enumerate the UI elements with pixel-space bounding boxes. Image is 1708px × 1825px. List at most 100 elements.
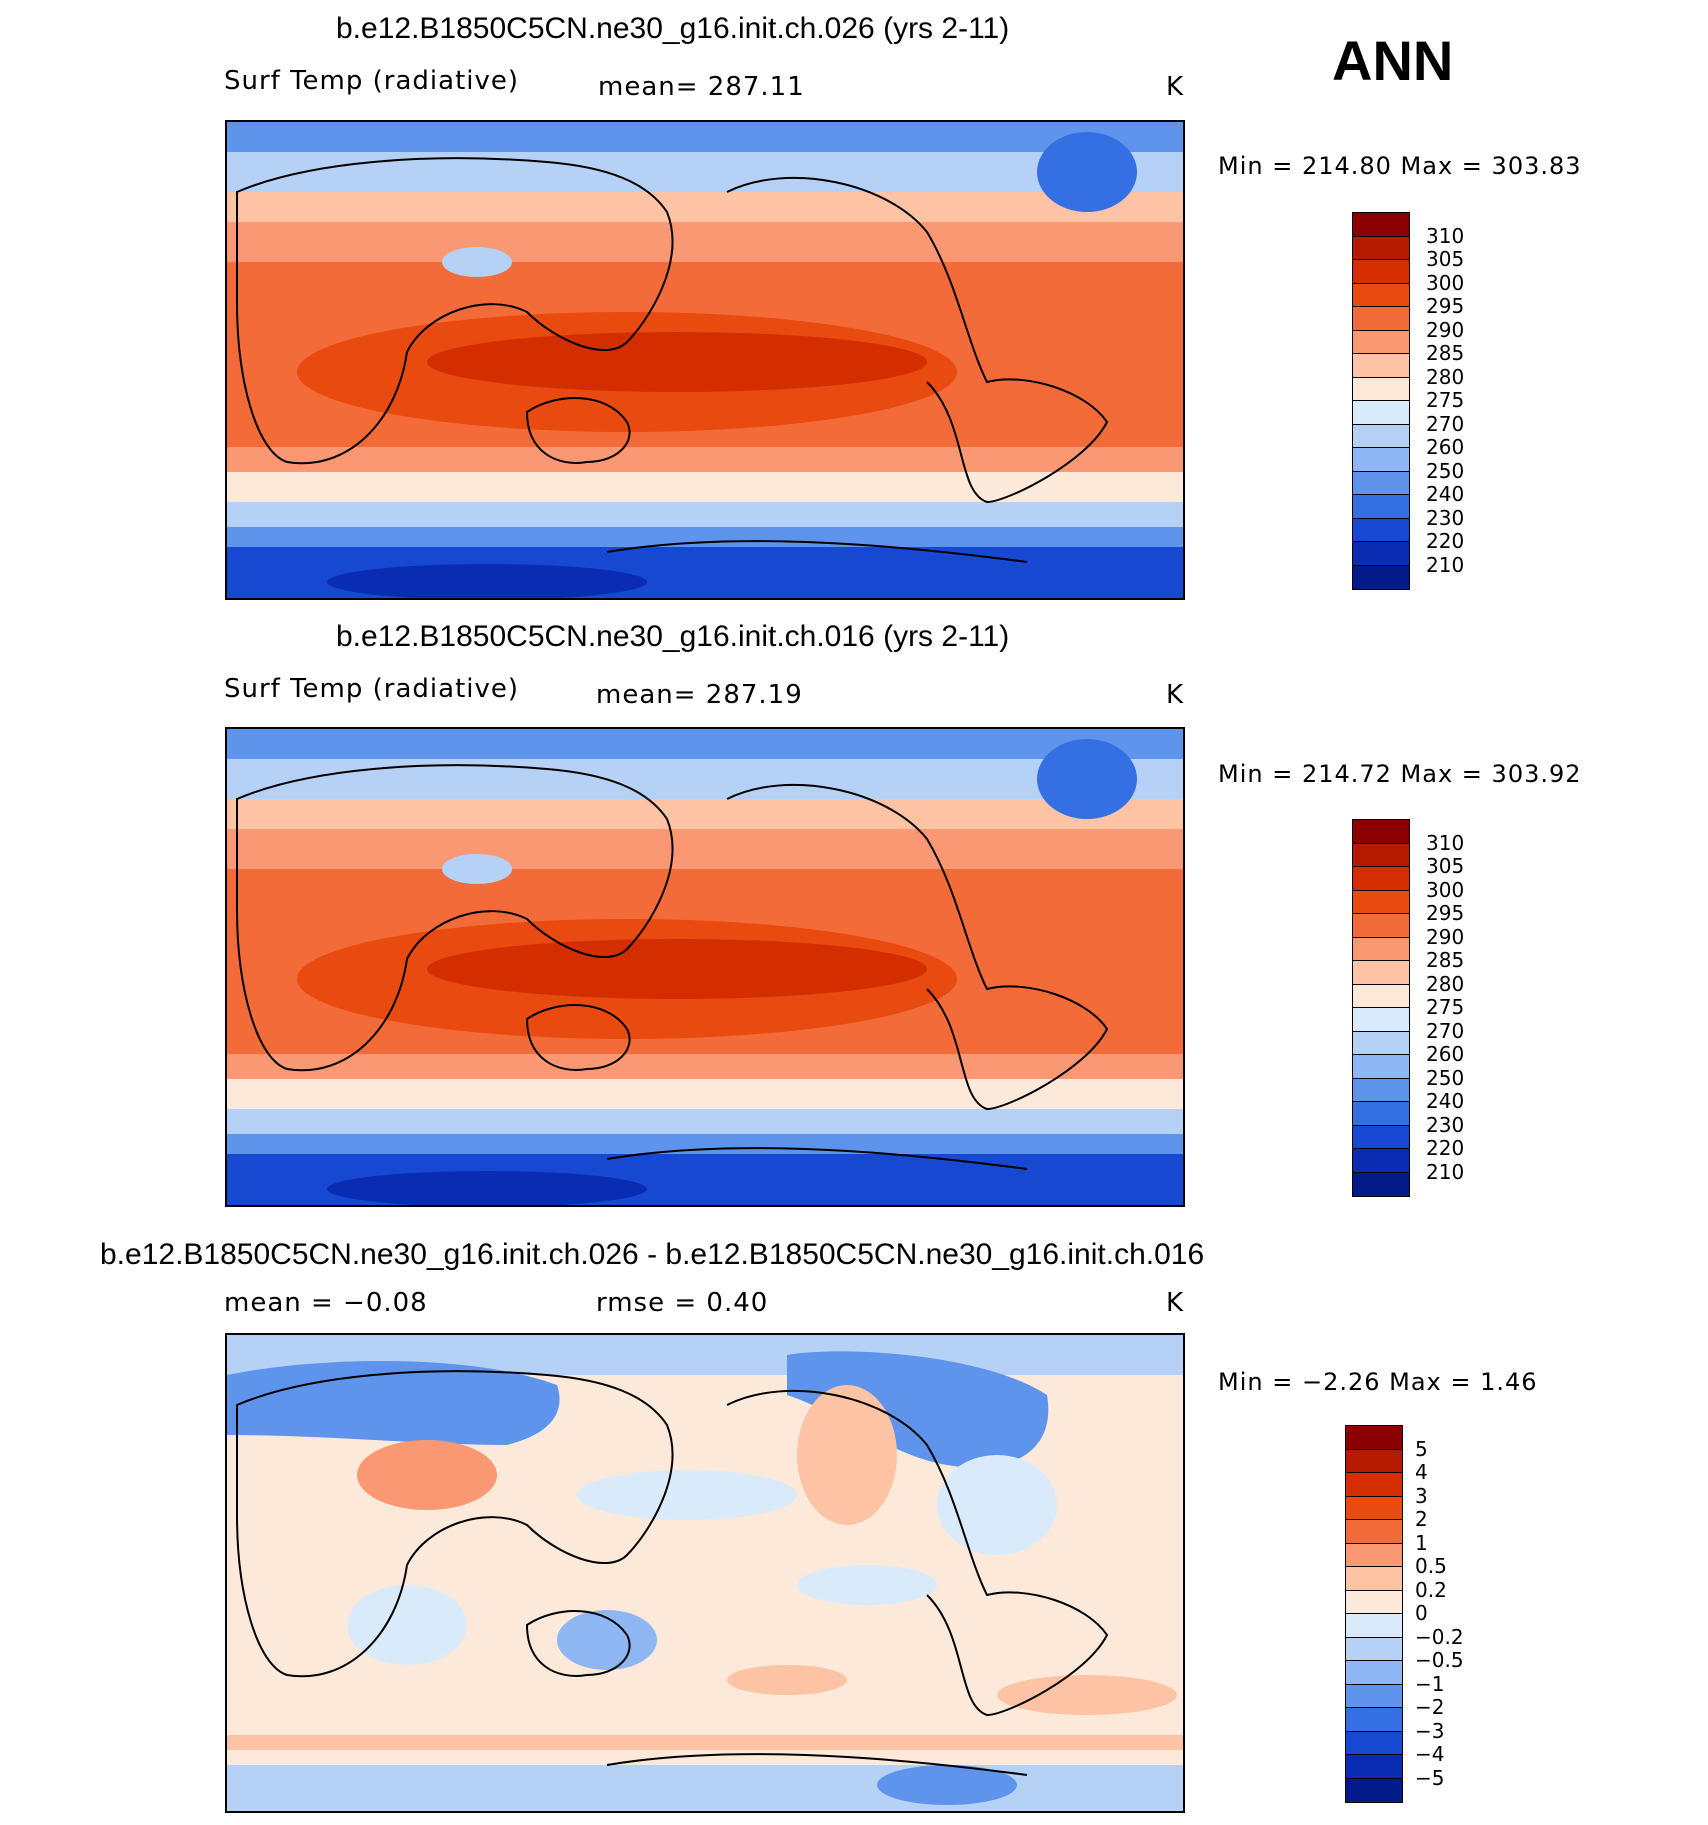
panel3-rmse: rmse = 0.40 xyxy=(596,1288,769,1318)
colorbar-tick-label: 3 xyxy=(1415,1483,1428,1508)
panel1-colorbar-labels: 310 305 300 295 290 285 280 275 270 260 … xyxy=(1426,212,1506,590)
panel2-colorbar xyxy=(1352,819,1410,1197)
panel2-color-swatch xyxy=(1353,1149,1409,1173)
panel2-color-swatch xyxy=(1353,1055,1409,1079)
colorbar-tick-label: 260 xyxy=(1426,435,1465,459)
colorbar-tick-label: 4 xyxy=(1415,1460,1428,1484)
colorbar-tick-label: 240 xyxy=(1426,482,1465,506)
panel3-color-swatch xyxy=(1346,1614,1402,1638)
panel1-minmax: Min = 214.80 Max = 303.83 xyxy=(1218,152,1582,180)
panel1-colorbar xyxy=(1352,212,1410,590)
panel2-color-swatch xyxy=(1353,1078,1409,1102)
panel1-color-swatch xyxy=(1353,377,1409,401)
panel1-units: K xyxy=(1166,72,1185,102)
panel2-map xyxy=(225,727,1185,1207)
colorbar-tick-label: −0.5 xyxy=(1415,1648,1464,1672)
panel1-color-swatch xyxy=(1353,565,1409,589)
panel1-variable: Surf Temp (radiative) xyxy=(224,66,520,96)
season-label: ANN xyxy=(1332,29,1454,92)
colorbar-tick-label: −3 xyxy=(1415,1718,1445,1743)
panel3-title: b.e12.B1850C5CN.ne30_g16.init.ch.026 - b… xyxy=(100,1238,1205,1271)
colorbar-tick-label: 290 xyxy=(1426,317,1465,342)
colorbar-tick-label: 275 xyxy=(1426,995,1465,1019)
panel3-color-swatch xyxy=(1346,1755,1402,1779)
panel1-color-swatch xyxy=(1353,260,1409,284)
colorbar-tick-label: 210 xyxy=(1426,552,1465,577)
panel2-units: K xyxy=(1166,680,1185,710)
colorbar-tick-label: 270 xyxy=(1426,1018,1465,1043)
panel3-color-swatch xyxy=(1346,1637,1402,1661)
panel3-color-swatch xyxy=(1346,1590,1402,1614)
panel3-color-swatch xyxy=(1346,1426,1402,1450)
colorbar-tick-label: 260 xyxy=(1426,1042,1465,1066)
colorbar-tick-label: 290 xyxy=(1426,924,1465,949)
colorbar-tick-label: 0.2 xyxy=(1415,1577,1447,1602)
panel2-color-swatch xyxy=(1353,1031,1409,1055)
panel2-color-swatch xyxy=(1353,1172,1409,1196)
panel3-color-swatch xyxy=(1346,1731,1402,1755)
panel1-color-swatch xyxy=(1353,354,1409,378)
panel1-color-swatch xyxy=(1353,495,1409,519)
panel3-color-swatch xyxy=(1346,1449,1402,1473)
colorbar-tick-label: 300 xyxy=(1426,877,1465,902)
panel3-color-swatch xyxy=(1346,1567,1402,1591)
colorbar-tick-label: 2 xyxy=(1415,1507,1428,1531)
panel2-variable: Surf Temp (radiative) xyxy=(224,674,520,704)
panel3-color-swatch xyxy=(1346,1661,1402,1685)
colorbar-tick-label: 250 xyxy=(1426,1065,1465,1090)
colorbar-tick-label: −1 xyxy=(1415,1671,1445,1696)
panel2-title: b.e12.B1850C5CN.ne30_g16.init.ch.016 (yr… xyxy=(336,620,1010,653)
colorbar-tick-label: 285 xyxy=(1426,948,1465,972)
panel2-color-swatch xyxy=(1353,820,1409,844)
panel2-color-swatch xyxy=(1353,867,1409,891)
panel1-map xyxy=(225,120,1185,600)
colorbar-tick-label: 240 xyxy=(1426,1089,1465,1113)
colorbar-tick-label: 295 xyxy=(1426,901,1465,925)
colorbar-tick-label: −0.2 xyxy=(1415,1624,1464,1649)
panel1-color-swatch xyxy=(1353,283,1409,307)
panel3-units: K xyxy=(1166,1288,1185,1318)
panel2-color-swatch xyxy=(1353,961,1409,985)
colorbar-tick-label: 250 xyxy=(1426,458,1465,483)
panel2-color-swatch xyxy=(1353,843,1409,867)
colorbar-tick-label: 220 xyxy=(1426,1136,1465,1160)
panel3-color-swatch xyxy=(1346,1473,1402,1497)
panel1-color-swatch xyxy=(1353,213,1409,237)
colorbar-tick-label: 285 xyxy=(1426,341,1465,365)
panel1-title: b.e12.B1850C5CN.ne30_g16.init.ch.026 (yr… xyxy=(336,12,1010,45)
colorbar-tick-label: 275 xyxy=(1426,388,1465,412)
panel1-color-swatch xyxy=(1353,448,1409,472)
panel3-color-swatch xyxy=(1346,1543,1402,1567)
panel2-color-swatch xyxy=(1353,914,1409,938)
colorbar-tick-label: 210 xyxy=(1426,1159,1465,1184)
panel3-colorbar xyxy=(1345,1425,1403,1803)
panel1-color-swatch xyxy=(1353,236,1409,260)
panel2-minmax: Min = 214.72 Max = 303.92 xyxy=(1218,760,1582,788)
panel3-color-swatch xyxy=(1346,1520,1402,1544)
panel3-minmax: Min = −2.26 Max = 1.46 xyxy=(1218,1368,1538,1396)
panel1-mean: mean= 287.11 xyxy=(598,72,805,102)
colorbar-tick-label: 305 xyxy=(1426,247,1465,271)
colorbar-tick-label: 230 xyxy=(1426,505,1465,530)
panel1-color-swatch xyxy=(1353,307,1409,331)
colorbar-tick-label: 1 xyxy=(1415,1530,1428,1555)
colorbar-tick-label: 305 xyxy=(1426,854,1465,878)
colorbar-tick-label: 280 xyxy=(1426,364,1465,389)
colorbar-tick-label: 300 xyxy=(1426,270,1465,295)
colorbar-tick-label: 0.5 xyxy=(1415,1554,1447,1578)
panel1-color-swatch xyxy=(1353,424,1409,448)
panel3-mean: mean = −0.08 xyxy=(224,1288,428,1318)
colorbar-tick-label: 310 xyxy=(1426,830,1465,855)
panel1-color-swatch xyxy=(1353,542,1409,566)
colorbar-tick-label: 5 xyxy=(1415,1436,1428,1461)
panel2-color-swatch xyxy=(1353,1008,1409,1032)
panel2-color-swatch xyxy=(1353,1102,1409,1126)
colorbar-tick-label: 310 xyxy=(1426,223,1465,248)
panel2-mean: mean= 287.19 xyxy=(596,680,803,710)
colorbar-tick-label: 230 xyxy=(1426,1112,1465,1137)
panel3-color-swatch xyxy=(1346,1708,1402,1732)
colorbar-tick-label: −4 xyxy=(1415,1742,1445,1766)
panel2-color-swatch xyxy=(1353,984,1409,1008)
panel1-color-swatch xyxy=(1353,518,1409,542)
colorbar-tick-label: 220 xyxy=(1426,529,1465,553)
